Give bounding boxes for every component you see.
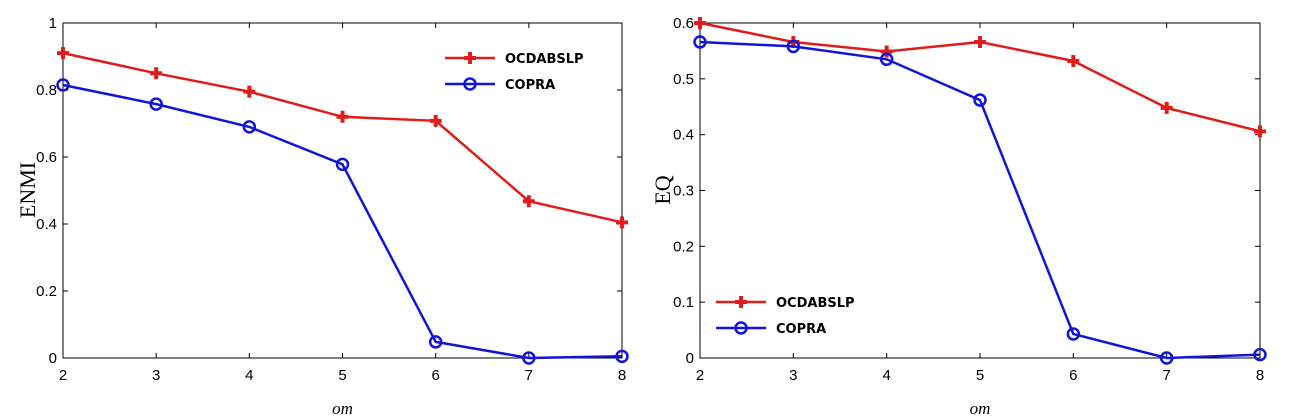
data-point <box>1253 347 1267 362</box>
x-tick-label: 8 <box>618 367 626 384</box>
data-point <box>1159 351 1174 365</box>
chart-panel-2: 2 3 4 5 6 7 8 0 0.1 0.2 0.3 0.4 0.5 0.6 EQ om OCDABSLP CO… <box>650 15 1267 418</box>
data-point <box>786 39 801 54</box>
series-ocdabslp <box>57 47 628 229</box>
series-copra <box>693 35 1267 365</box>
y-tick-label: 1 <box>49 15 57 32</box>
y-tick-label: 0 <box>49 350 57 367</box>
data-point <box>973 93 987 107</box>
y-axis-title: ENMI <box>15 162 40 218</box>
data-point <box>429 114 442 127</box>
data-point <box>879 52 894 67</box>
series-line <box>62 83 623 360</box>
data-point <box>336 110 349 123</box>
data-point <box>242 120 257 134</box>
data-point <box>1160 101 1173 114</box>
data-point <box>1067 54 1080 67</box>
x-tick-label: 2 <box>59 367 67 384</box>
chart-panel-1: 2 3 4 5 6 7 8 0 0.2 0.4 0.6 0.8 1 ENMI om OCDABSLP COPRA <box>15 15 629 418</box>
x-axis-title: om <box>332 399 353 418</box>
data-point <box>1254 125 1266 138</box>
x-axis-title: om <box>970 399 991 418</box>
y-tick-label: 0 <box>686 350 694 367</box>
legend-marker <box>464 52 476 64</box>
data-point <box>522 195 535 208</box>
x-tick-label: 8 <box>1256 367 1264 384</box>
y-tick-label: 0.2 <box>673 238 694 255</box>
y-tick-label: 0.2 <box>36 283 57 300</box>
legend-label: OCDABSLP <box>776 296 855 311</box>
x-tick-label: 6 <box>431 367 439 384</box>
legend-label: COPRA <box>505 78 555 93</box>
legend-label: COPRA <box>776 322 826 337</box>
y-tick-label: 0.8 <box>36 82 57 99</box>
data-point <box>149 97 163 111</box>
data-point <box>57 47 69 60</box>
series-copra <box>56 78 629 365</box>
data-point <box>616 216 628 229</box>
x-tick-label: 4 <box>245 367 253 384</box>
legend: OCDABSLP COPRA <box>445 52 584 93</box>
data-point <box>243 85 256 98</box>
data-point <box>522 351 536 365</box>
data-point <box>974 35 986 48</box>
x-tick-label: 4 <box>882 367 890 384</box>
legend-marker <box>463 77 477 91</box>
x-tick-label: 7 <box>1162 367 1170 384</box>
x-tick-label: 2 <box>696 367 704 384</box>
plot-frame <box>62 22 623 359</box>
legend-marker <box>734 321 748 335</box>
data-point <box>1066 327 1081 341</box>
x-tick-label: 6 <box>1069 367 1077 384</box>
x-tick-label: 5 <box>338 367 346 384</box>
y-tick-label: 0.6 <box>673 15 694 32</box>
y-tick-label: 0.3 <box>673 183 694 200</box>
data-point <box>693 35 707 49</box>
legend-marker <box>735 296 747 308</box>
y-tick-label: 0.6 <box>36 149 57 166</box>
y-tick-label: 0.4 <box>673 127 694 144</box>
y-axis-title: EQ <box>650 175 675 204</box>
data-point <box>56 78 70 92</box>
x-tick-label: 5 <box>976 367 984 384</box>
x-tick-label: 3 <box>152 367 160 384</box>
legend-label: OCDABSLP <box>505 52 584 67</box>
data-point <box>880 45 893 58</box>
legend: OCDABSLP COPRA <box>716 296 855 337</box>
data-point <box>428 335 443 349</box>
x-tick-label: 3 <box>789 367 797 384</box>
y-tick-label: 0.4 <box>36 216 57 233</box>
data-point <box>615 349 629 364</box>
data-point <box>694 17 706 29</box>
data-point <box>335 157 350 172</box>
series-line <box>699 40 1261 360</box>
y-tick-label: 0.1 <box>673 294 694 311</box>
y-tick-label: 0.5 <box>673 71 694 88</box>
data-point <box>150 67 163 80</box>
x-tick-label: 7 <box>525 367 533 384</box>
series-ocdabslp <box>694 17 1266 138</box>
